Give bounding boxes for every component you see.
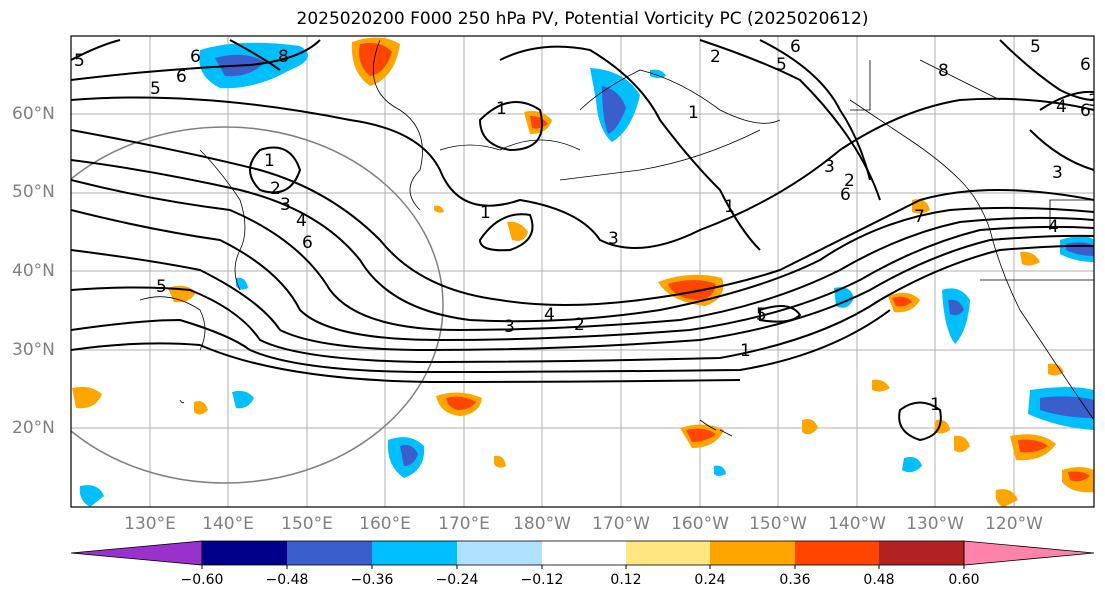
map-title: 2025020200 F000 250 hPa PV, Potential Vo…: [296, 9, 869, 29]
lat-label: 30°N: [12, 340, 55, 360]
lat-label: 20°N: [12, 418, 55, 438]
contour-label: 2: [270, 179, 281, 199]
colorbar-extend-high: [963, 540, 1095, 566]
lon-label: 150°W: [749, 514, 807, 534]
colorbar-bin: [626, 541, 710, 565]
map-frame: [70, 35, 1095, 508]
colorbar-tick-label: 0.48: [863, 572, 895, 588]
contour-label: 8: [938, 61, 949, 81]
contour-label: 5: [1030, 37, 1041, 57]
contour-label: 4: [296, 211, 307, 231]
colorbar-tick-label: 0.12: [610, 572, 642, 588]
contour-labels: 5 6 8 6 5 6 2 5 6 1 1 1 2 3 4 6 1 3 1 3 …: [74, 37, 1099, 415]
lat-label: 50°N: [12, 182, 55, 202]
colorbar-tick-label: 0.60: [948, 572, 980, 588]
contour-label: 6: [176, 67, 187, 87]
colorbar-bin: [287, 541, 372, 565]
contour-label: 6: [790, 37, 801, 57]
contour-label: 6: [302, 233, 313, 253]
contour-label: 1: [930, 395, 941, 415]
contour-label: 6: [1080, 101, 1091, 121]
lon-label: 150°E: [281, 514, 333, 534]
contour-label: 6: [190, 47, 201, 67]
colorbar-bin: [795, 541, 879, 565]
colorbar-tick-label: −0.48: [265, 572, 309, 588]
lon-label: 170°W: [592, 514, 650, 534]
colorbar: [70, 540, 1095, 569]
contour-label: 1: [724, 197, 735, 217]
colorbar-tick-label: −0.60: [180, 572, 224, 588]
lon-label: 160°E: [359, 514, 411, 534]
contour-label: 3: [824, 157, 835, 177]
contour-label: 5: [74, 51, 85, 71]
lon-label: 120°W: [985, 514, 1043, 534]
contour-label: 3: [1052, 163, 1063, 183]
contour-label: 7: [914, 207, 925, 227]
pv-contours: [71, 39, 1094, 442]
contour-label: 3: [280, 195, 291, 215]
contour-label: 5: [156, 277, 167, 297]
contour-label: 3: [1088, 91, 1099, 111]
colorbar-bin: [457, 541, 542, 565]
contour-label: 1: [740, 341, 751, 361]
colorbar-bin: [542, 541, 626, 565]
contour-label: 4: [544, 305, 555, 325]
contour-label: 2: [574, 315, 585, 335]
lon-label: 160°W: [671, 514, 729, 534]
colorbar-bin: [202, 541, 287, 565]
contour-label: 5: [776, 55, 787, 75]
colorbar-bin: [710, 541, 795, 565]
lat-label: 60°N: [12, 104, 55, 124]
contour-label: 1: [480, 203, 491, 223]
contour-label: 3: [608, 229, 619, 249]
contour-label: 8: [278, 47, 289, 67]
range-circle: [71, 126, 444, 484]
colorbar-frame: [201, 540, 965, 566]
lon-label: 170°E: [438, 514, 490, 534]
contour-label: 6: [1080, 55, 1091, 75]
lon-label: 140°E: [202, 514, 254, 534]
contour-label: 6: [840, 185, 851, 205]
lon-label: 140°W: [828, 514, 886, 534]
lat-label: 40°N: [12, 261, 55, 281]
contour-label: 1: [264, 151, 275, 171]
contour-label: 2: [844, 171, 855, 191]
colorbar-tick-label: 0.24: [694, 572, 726, 588]
colorbar-tick-label: 0.36: [779, 572, 811, 588]
colorbar-tick-label: −0.36: [350, 572, 394, 588]
contour-label: 4: [1056, 97, 1067, 117]
contour-label: 1: [688, 103, 699, 123]
colorbar-bin: [879, 541, 964, 565]
lon-label: 130°W: [906, 514, 964, 534]
colorbar-bin: [372, 541, 457, 565]
contour-label: 3: [504, 317, 515, 337]
colorbar-tick-label: −0.12: [520, 572, 564, 588]
contour-label: 5: [756, 305, 767, 325]
contour-label: 1: [496, 99, 507, 119]
colorbar-extend-low: [70, 540, 203, 566]
lon-label: 180°W: [513, 514, 571, 534]
contour-label: 5: [150, 79, 161, 99]
contour-label: 2: [710, 47, 721, 67]
lon-label: 130°E: [124, 514, 176, 534]
colorbar-tick-label: −0.24: [435, 572, 479, 588]
contour-label: 4: [1048, 217, 1059, 237]
